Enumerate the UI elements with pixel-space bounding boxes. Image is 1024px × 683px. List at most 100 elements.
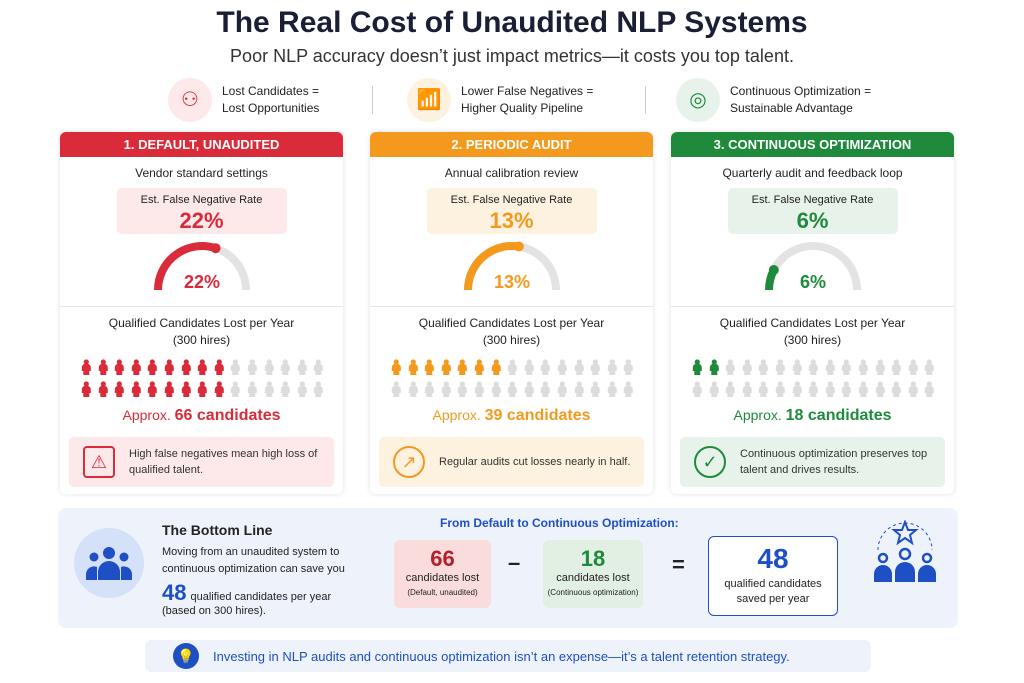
person-icon	[491, 381, 501, 397]
optimized-lost-value: 18	[580, 546, 606, 571]
person-icon	[541, 381, 551, 397]
equation-title: From Default to Continuous Optimization:	[440, 516, 679, 530]
person-icon	[507, 359, 517, 375]
approx-value: 39 candidates	[484, 407, 591, 424]
person-icon	[181, 359, 191, 375]
note-text: Regular audits cut losses nearly in half…	[439, 456, 631, 468]
shield-check-icon: ✓	[694, 446, 726, 478]
user-x-icon: ⚇	[168, 78, 212, 122]
rate-label: Est. False Negative Rate	[450, 194, 573, 206]
lost-title: Qualified Candidates Lost per Year	[418, 316, 605, 330]
person-icon	[574, 359, 584, 375]
person-icon	[231, 381, 241, 397]
bottom-note: (based on 300 hires).	[162, 605, 266, 617]
page-subtitle: Poor NLP accuracy doesn’t just impact me…	[230, 46, 794, 66]
person-icon	[131, 359, 141, 375]
person-icon	[842, 381, 852, 397]
approx-value: 66 candidates	[174, 407, 281, 424]
hires-count: (300 hires)	[482, 333, 541, 347]
person-icon	[574, 381, 584, 397]
person-icon	[624, 359, 634, 375]
person-icon	[81, 381, 91, 397]
note-text: Continuous optimization preserves top ta…	[740, 448, 928, 476]
bottom-text: Moving from an unaudited system to conti…	[162, 546, 345, 575]
rate-value: 22%	[179, 208, 224, 233]
person-icon	[391, 359, 401, 375]
gauge-value: 6%	[799, 272, 825, 292]
highlight-line2: Sustainable Advantage	[730, 101, 853, 115]
approx-prefix: Approx.	[122, 407, 171, 423]
person-icon	[590, 381, 600, 397]
default-lost-label: candidates lost	[405, 572, 480, 584]
person-icon	[858, 381, 868, 397]
card-note: ↗ Regular audits cut losses nearly in hal…	[379, 437, 644, 487]
hires-count: (300 hires)	[172, 333, 231, 347]
person-icon	[557, 359, 567, 375]
rate-label: Est. False Negative Rate	[140, 194, 263, 206]
person-icon	[314, 359, 324, 375]
person-icon	[524, 381, 534, 397]
card-subtitle: Annual calibration review	[444, 166, 579, 180]
gauge-knob	[768, 265, 779, 275]
person-icon	[114, 359, 124, 375]
person-icon	[391, 381, 401, 397]
saved-result-box: 48 qualified candidates saved per year	[708, 536, 838, 616]
person-icon	[590, 359, 600, 375]
person-icon	[808, 381, 818, 397]
person-icon	[197, 359, 207, 375]
card-header: 3. CONTINUOUS OPTIMIZATION	[671, 132, 954, 157]
approx-lost: Approx. 66 candidates	[60, 407, 343, 425]
scenario-card: 1. DEFAULT, UNAUDITED Vendor standard se…	[60, 132, 343, 494]
lightbulb-icon: 💡	[173, 643, 199, 669]
minus-sign: –	[508, 550, 521, 575]
person-icon	[891, 359, 901, 375]
highlight-line1: Lower False Negatives =	[461, 84, 594, 98]
lost-title: Qualified Candidates Lost per Year	[719, 316, 906, 330]
person-icon	[709, 381, 719, 397]
person-icon	[297, 381, 307, 397]
saved-value: 48	[757, 543, 789, 574]
person-icon	[114, 381, 124, 397]
team-star-icon	[872, 519, 938, 589]
highlight-line2: Higher Quality Pipeline	[461, 101, 584, 115]
card-subtitle: Vendor standard settings	[135, 166, 268, 180]
person-icon	[408, 359, 418, 375]
person-icon	[792, 381, 802, 397]
approx-prefix: Approx.	[733, 407, 782, 423]
people-grid	[689, 359, 939, 397]
approx-lost: Approx. 18 candidates	[671, 407, 954, 425]
person-icon	[264, 359, 274, 375]
person-icon	[474, 359, 484, 375]
gauge-knob	[513, 241, 524, 252]
person-icon	[458, 359, 468, 375]
bar-chart-up-icon: 📶	[407, 78, 451, 122]
person-icon	[264, 381, 274, 397]
bottom-savings: 48 qualified candidates per year	[162, 580, 331, 606]
person-icon	[925, 381, 935, 397]
person-icon	[792, 359, 802, 375]
gauge-fill	[153, 242, 217, 291]
bottom-line-panel: The Bottom Line Moving from an unaudited…	[58, 508, 958, 628]
saved-label: qualified candidates saved per year	[724, 578, 822, 605]
person-icon	[408, 381, 418, 397]
person-icon	[557, 381, 567, 397]
person-icon	[148, 359, 158, 375]
person-icon	[297, 359, 307, 375]
person-icon	[709, 359, 719, 375]
person-icon	[908, 359, 918, 375]
person-icon	[280, 359, 290, 375]
highlight-lost-candidates: ⚇ Lost Candidates = Lost Opportunities	[168, 78, 319, 122]
person-icon	[908, 381, 918, 397]
default-lost-value: 66	[430, 546, 455, 571]
lost-label: Qualified Candidates Lost per Year (300 h…	[671, 315, 954, 349]
default-lost-sub: (Default, unaudited)	[407, 588, 478, 597]
card-note: ✓ Continuous optimization preserves top t…	[680, 437, 945, 487]
lost-label: Qualified Candidates Lost per Year (300 h…	[370, 315, 653, 349]
person-icon	[524, 359, 534, 375]
person-icon	[164, 381, 174, 397]
person-icon	[759, 359, 769, 375]
trend-up-icon: ↗	[393, 446, 425, 478]
footer-banner: 💡 Investing in NLP audits and continuous…	[145, 640, 871, 672]
gauge-value: 13%	[493, 272, 529, 292]
target-icon: ◎	[676, 78, 720, 122]
